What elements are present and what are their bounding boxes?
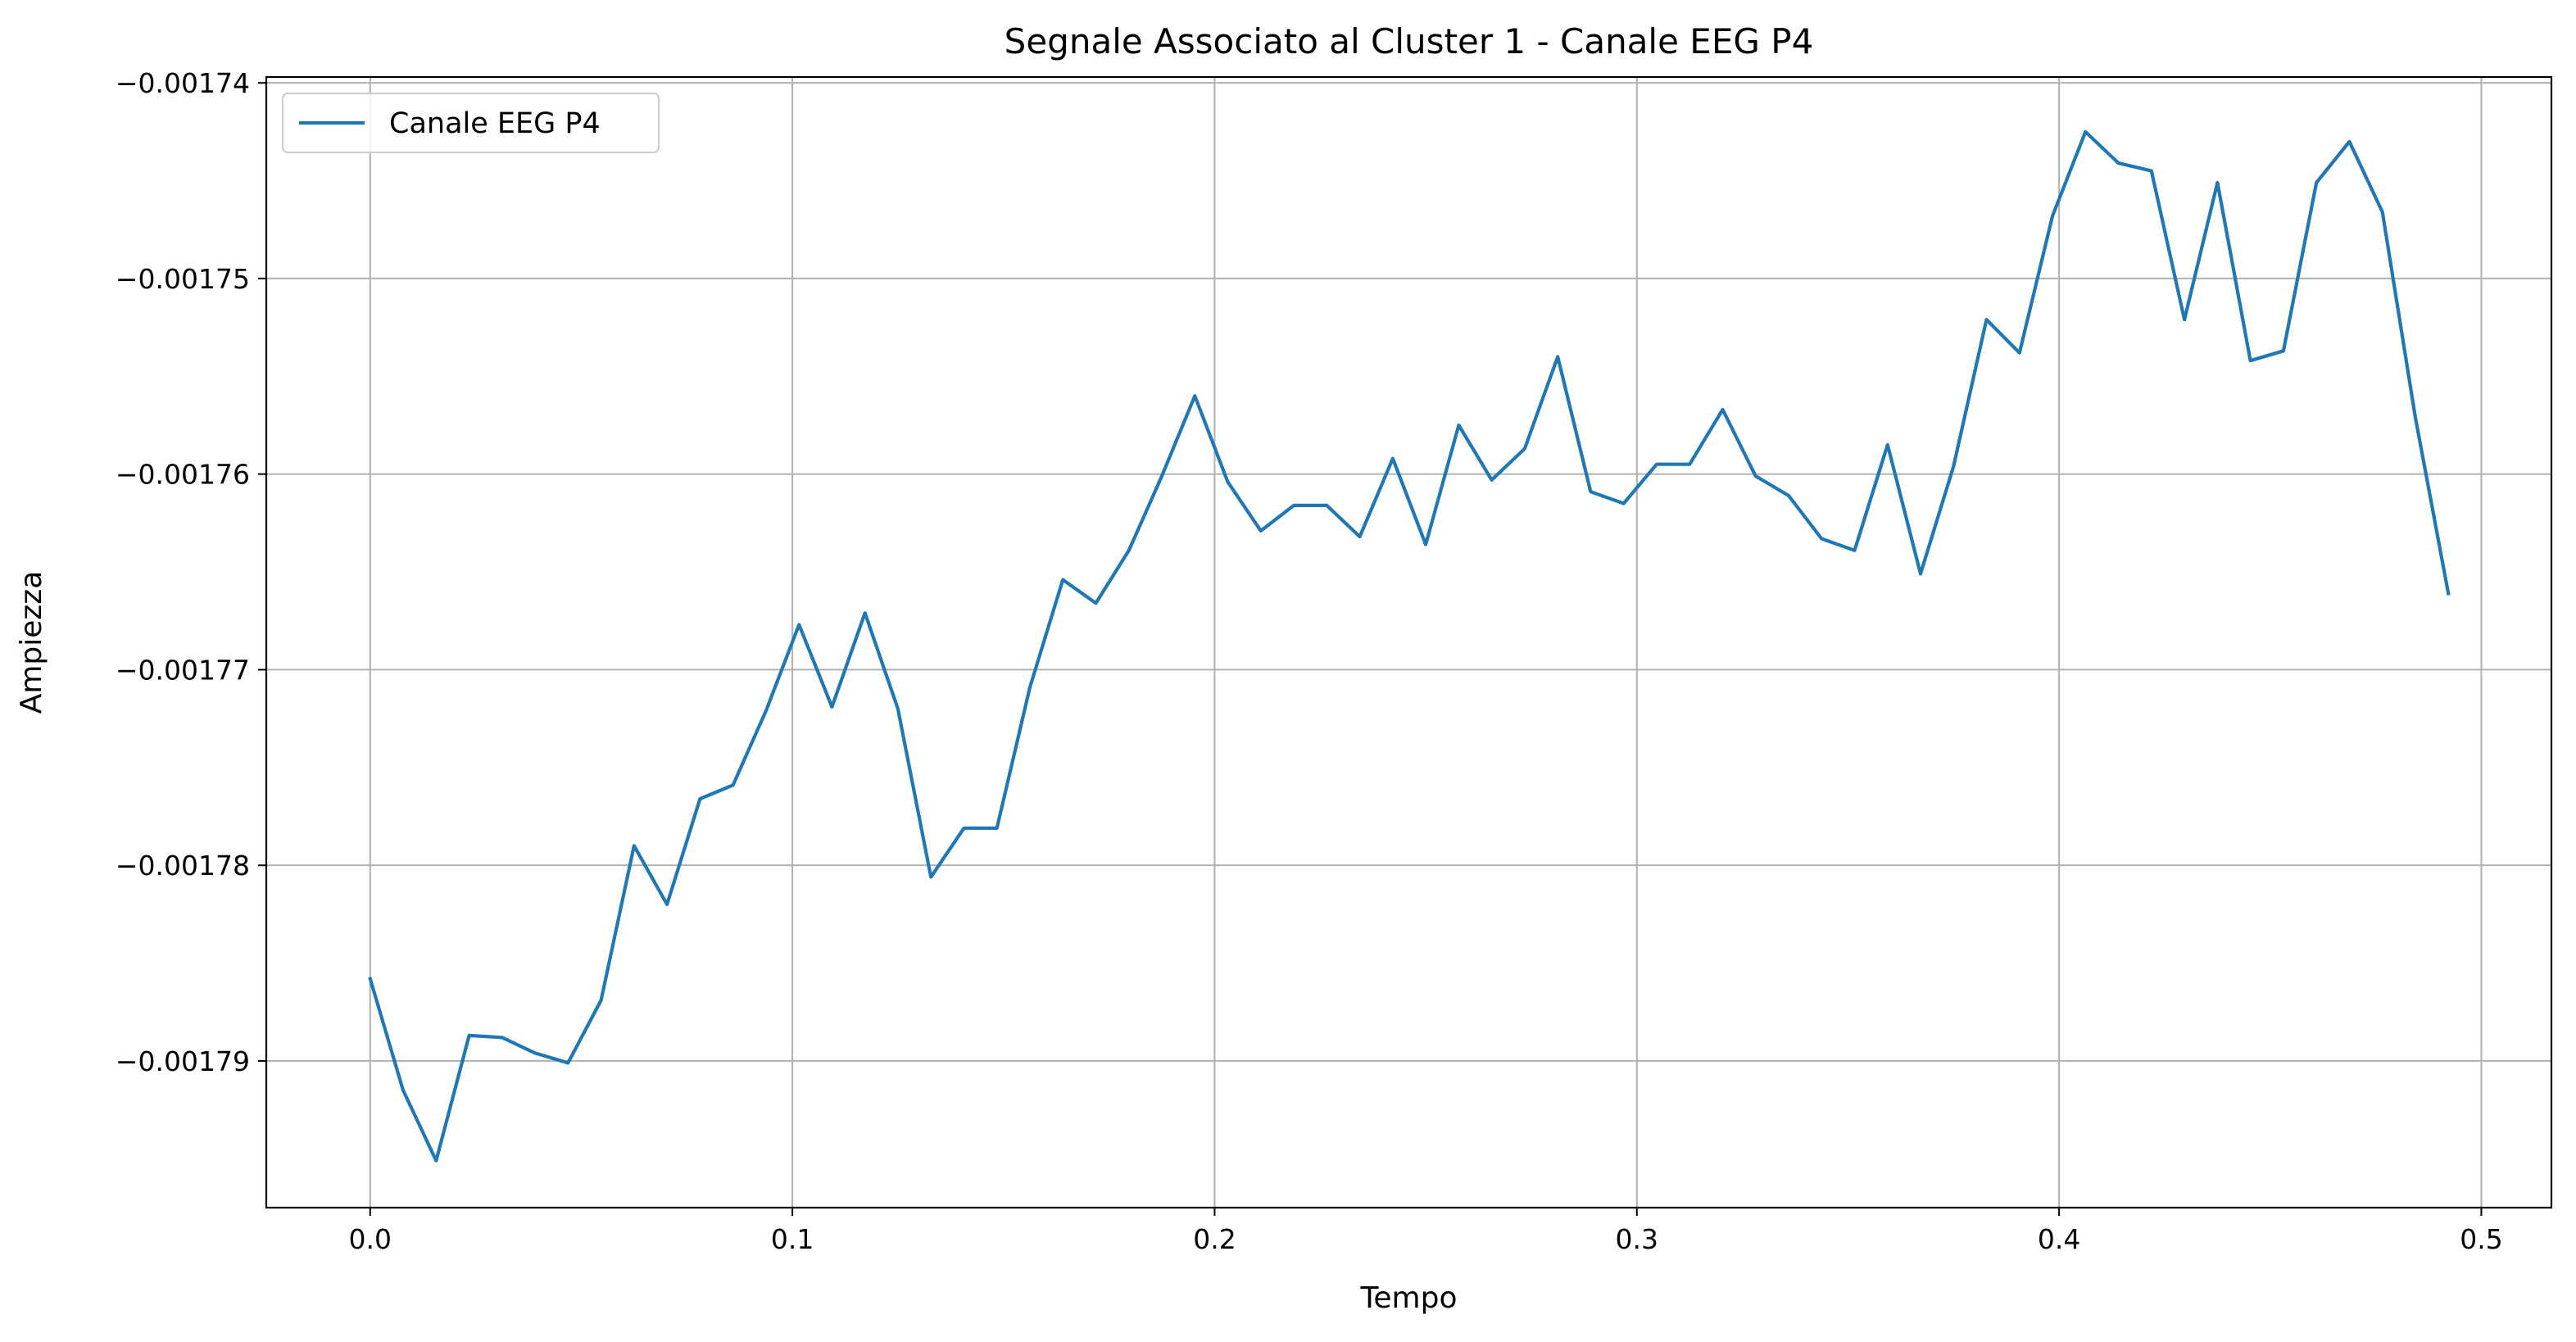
legend-label: Canale EEG P4 [389, 107, 601, 140]
series-line-canale-eeg-p4 [368, 129, 2451, 1163]
x-tick-label: 0.1 [771, 1223, 814, 1255]
grid [266, 77, 2551, 1208]
x-axis: 0.0 0.1 0.2 0.3 0.4 0.5 [349, 1208, 2503, 1255]
y-tick-label: −0.00178 [116, 850, 250, 882]
x-tick-label: 0.5 [2460, 1223, 2502, 1255]
plot-frame [265, 75, 2553, 1209]
x-tick-label: 0.2 [1193, 1223, 1236, 1255]
x-tick-label: 0.3 [1616, 1223, 1658, 1255]
legend-box [282, 93, 660, 153]
y-tick-label: −0.00174 [116, 67, 250, 99]
y-tick-label: −0.00176 [116, 459, 250, 491]
x-axis-label: Tempo [1360, 1281, 1458, 1315]
y-tick-label: −0.00175 [116, 263, 250, 295]
y-axis: −0.00174 −0.00175 −0.00176 −0.00177 −0.00178… [116, 67, 266, 1077]
y-tick-label: −0.00177 [116, 654, 250, 686]
y-tick-label: −0.00179 [116, 1045, 250, 1077]
x-tick-label: 0.4 [2038, 1223, 2080, 1255]
x-tick-label: 0.0 [349, 1223, 392, 1255]
legend: Canale EEG P4 [282, 93, 660, 153]
y-axis-label: Ampiezza [15, 571, 48, 714]
chart-title: Segnale Associato al Cluster 1 - Canale … [1005, 21, 1814, 61]
